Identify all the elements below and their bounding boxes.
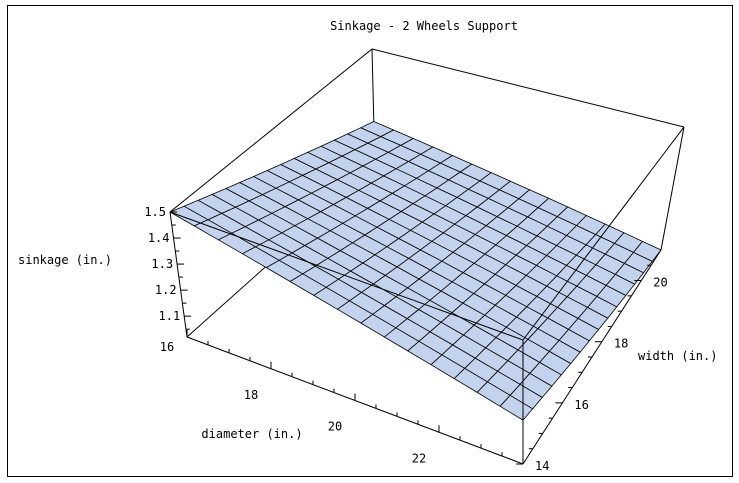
y-tick-label: 20 — [653, 276, 667, 290]
box-edge-right-vertical — [660, 126, 685, 251]
x-tick-label: 20 — [328, 420, 342, 434]
box-edge-back-top — [371, 48, 685, 128]
surface-mesh — [169, 121, 662, 421]
z-tick-label: 1.1 — [159, 309, 181, 323]
x-tick-label: 16 — [160, 340, 174, 354]
x-tick-label: 18 — [244, 388, 258, 402]
y-tick-label: 16 — [574, 398, 588, 412]
z-axis-label: sinkage (in.) — [18, 253, 112, 267]
box-edge-front-top — [169, 211, 524, 341]
z-tick-label: 1.5 — [144, 205, 166, 219]
box-edge-left-top — [169, 48, 373, 213]
z-tick-label: 1.3 — [151, 257, 173, 271]
box-edge-right-top — [522, 126, 685, 341]
z-tick-label: 1.4 — [148, 231, 170, 245]
axis-labels: 16 18 20 22 14 16 18 20 1.1 1.2 1.3 1.4 1.5 — [144, 205, 667, 473]
y-tick-label: 18 — [614, 337, 628, 351]
x-tick-label: 22 — [412, 451, 426, 465]
y-tick-label: 14 — [535, 459, 549, 473]
x-axis-label: diameter (in.) — [201, 427, 302, 441]
z-tick-label: 1.2 — [155, 283, 177, 297]
chart-title: Sinkage - 2 Wheels Support — [330, 19, 518, 33]
axis-ticks — [170, 211, 652, 465]
y-axis-label: width (in.) — [638, 349, 717, 363]
